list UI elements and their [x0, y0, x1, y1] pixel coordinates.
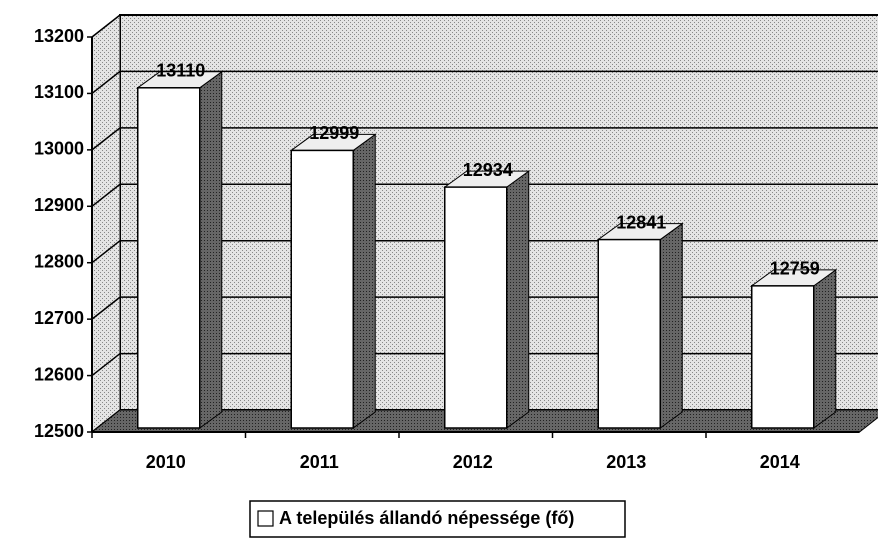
data-label: 13110	[156, 61, 205, 81]
grid-line	[91, 127, 878, 151]
side-wall	[91, 13, 121, 434]
y-tick-label: 13100	[34, 82, 84, 102]
bar	[444, 186, 508, 429]
legend-swatch	[257, 510, 274, 527]
data-label: 12841	[616, 212, 666, 232]
bar-side	[199, 70, 223, 429]
y-tick-label: 12700	[34, 308, 84, 328]
y-tick-label: 12600	[34, 364, 84, 384]
plot-area: 12500 12600 12700 12800 12900 13000 13100 13200…	[34, 13, 878, 472]
bar-side	[506, 170, 530, 429]
x-tick-label: 2013	[606, 452, 646, 472]
data-label: 12759	[770, 259, 820, 279]
bar	[137, 87, 201, 429]
legend-label: A település állandó népessége (fő)	[279, 508, 574, 528]
grid-line	[91, 183, 878, 207]
y-tick-label: 13200	[34, 26, 84, 46]
grid-line	[91, 14, 878, 38]
bar	[597, 238, 661, 429]
legend-box	[249, 500, 626, 538]
bar	[290, 149, 354, 429]
x-tick-label: 2010	[146, 452, 186, 472]
bar-side	[659, 222, 683, 429]
x-tick-label: 2011	[300, 452, 339, 472]
grid-line	[91, 70, 878, 95]
y-tick-label: 13000	[34, 139, 84, 159]
bar	[751, 285, 815, 429]
data-label: 12934	[463, 160, 513, 180]
bar-side	[352, 133, 376, 429]
legend: A település állandó népessége (fő)	[249, 500, 626, 538]
y-tick-label: 12500	[34, 421, 84, 441]
y-tick-label: 12800	[34, 251, 84, 271]
data-label: 12999	[309, 123, 359, 143]
y-tick-label: 12900	[34, 195, 84, 215]
bar-side	[813, 268, 837, 429]
x-tick-label: 2014	[760, 452, 800, 472]
x-tick-label: 2012	[453, 452, 493, 472]
